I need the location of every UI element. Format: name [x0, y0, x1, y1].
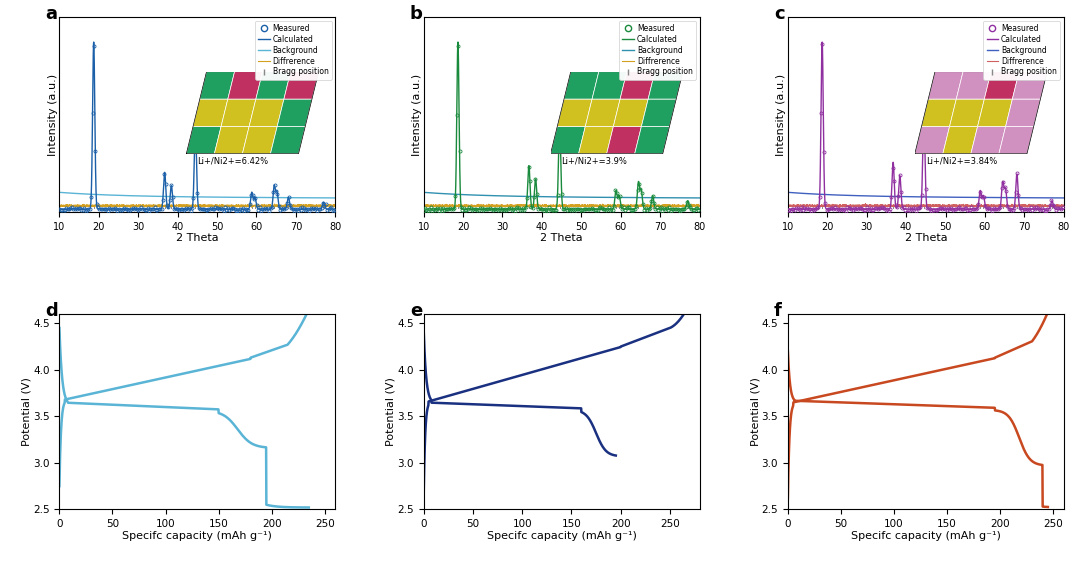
Y-axis label: Intensity (a.u.): Intensity (a.u.)	[48, 74, 58, 156]
X-axis label: 2 Theta: 2 Theta	[540, 234, 583, 243]
Text: Li+/Ni2+=3.84%: Li+/Ni2+=3.84%	[926, 157, 997, 166]
Y-axis label: Potential (V): Potential (V)	[386, 378, 396, 446]
Text: b: b	[409, 5, 422, 23]
Text: f: f	[774, 302, 782, 320]
Y-axis label: Intensity (a.u.): Intensity (a.u.)	[413, 74, 422, 156]
Y-axis label: Potential (V): Potential (V)	[22, 378, 31, 446]
Text: c: c	[774, 5, 785, 23]
Text: a: a	[45, 5, 57, 23]
Y-axis label: Intensity (a.u.): Intensity (a.u.)	[777, 74, 786, 156]
Legend: Measured, Calculated, Background, Diffrerence, Bragg position: Measured, Calculated, Background, Diffre…	[255, 21, 332, 80]
X-axis label: 2 Theta: 2 Theta	[176, 234, 218, 243]
X-axis label: Specifc capacity (mAh g⁻¹): Specifc capacity (mAh g⁻¹)	[122, 530, 272, 541]
Legend: Measured, Calculated, Background, Diffrerence, Bragg position: Measured, Calculated, Background, Diffre…	[984, 21, 1059, 80]
Text: Li+/Ni2+=3.9%: Li+/Ni2+=3.9%	[562, 157, 627, 166]
Text: e: e	[409, 302, 422, 320]
X-axis label: Specifc capacity (mAh g⁻¹): Specifc capacity (mAh g⁻¹)	[851, 530, 1001, 541]
Text: d: d	[45, 302, 58, 320]
X-axis label: Specifc capacity (mAh g⁻¹): Specifc capacity (mAh g⁻¹)	[487, 530, 636, 541]
X-axis label: 2 Theta: 2 Theta	[905, 234, 947, 243]
Legend: Measured, Calculated, Background, Diffrerence, Bragg position: Measured, Calculated, Background, Diffre…	[619, 21, 696, 80]
Y-axis label: Potential (V): Potential (V)	[751, 378, 760, 446]
Text: Li+/Ni2+=6.42%: Li+/Ni2+=6.42%	[198, 157, 269, 166]
